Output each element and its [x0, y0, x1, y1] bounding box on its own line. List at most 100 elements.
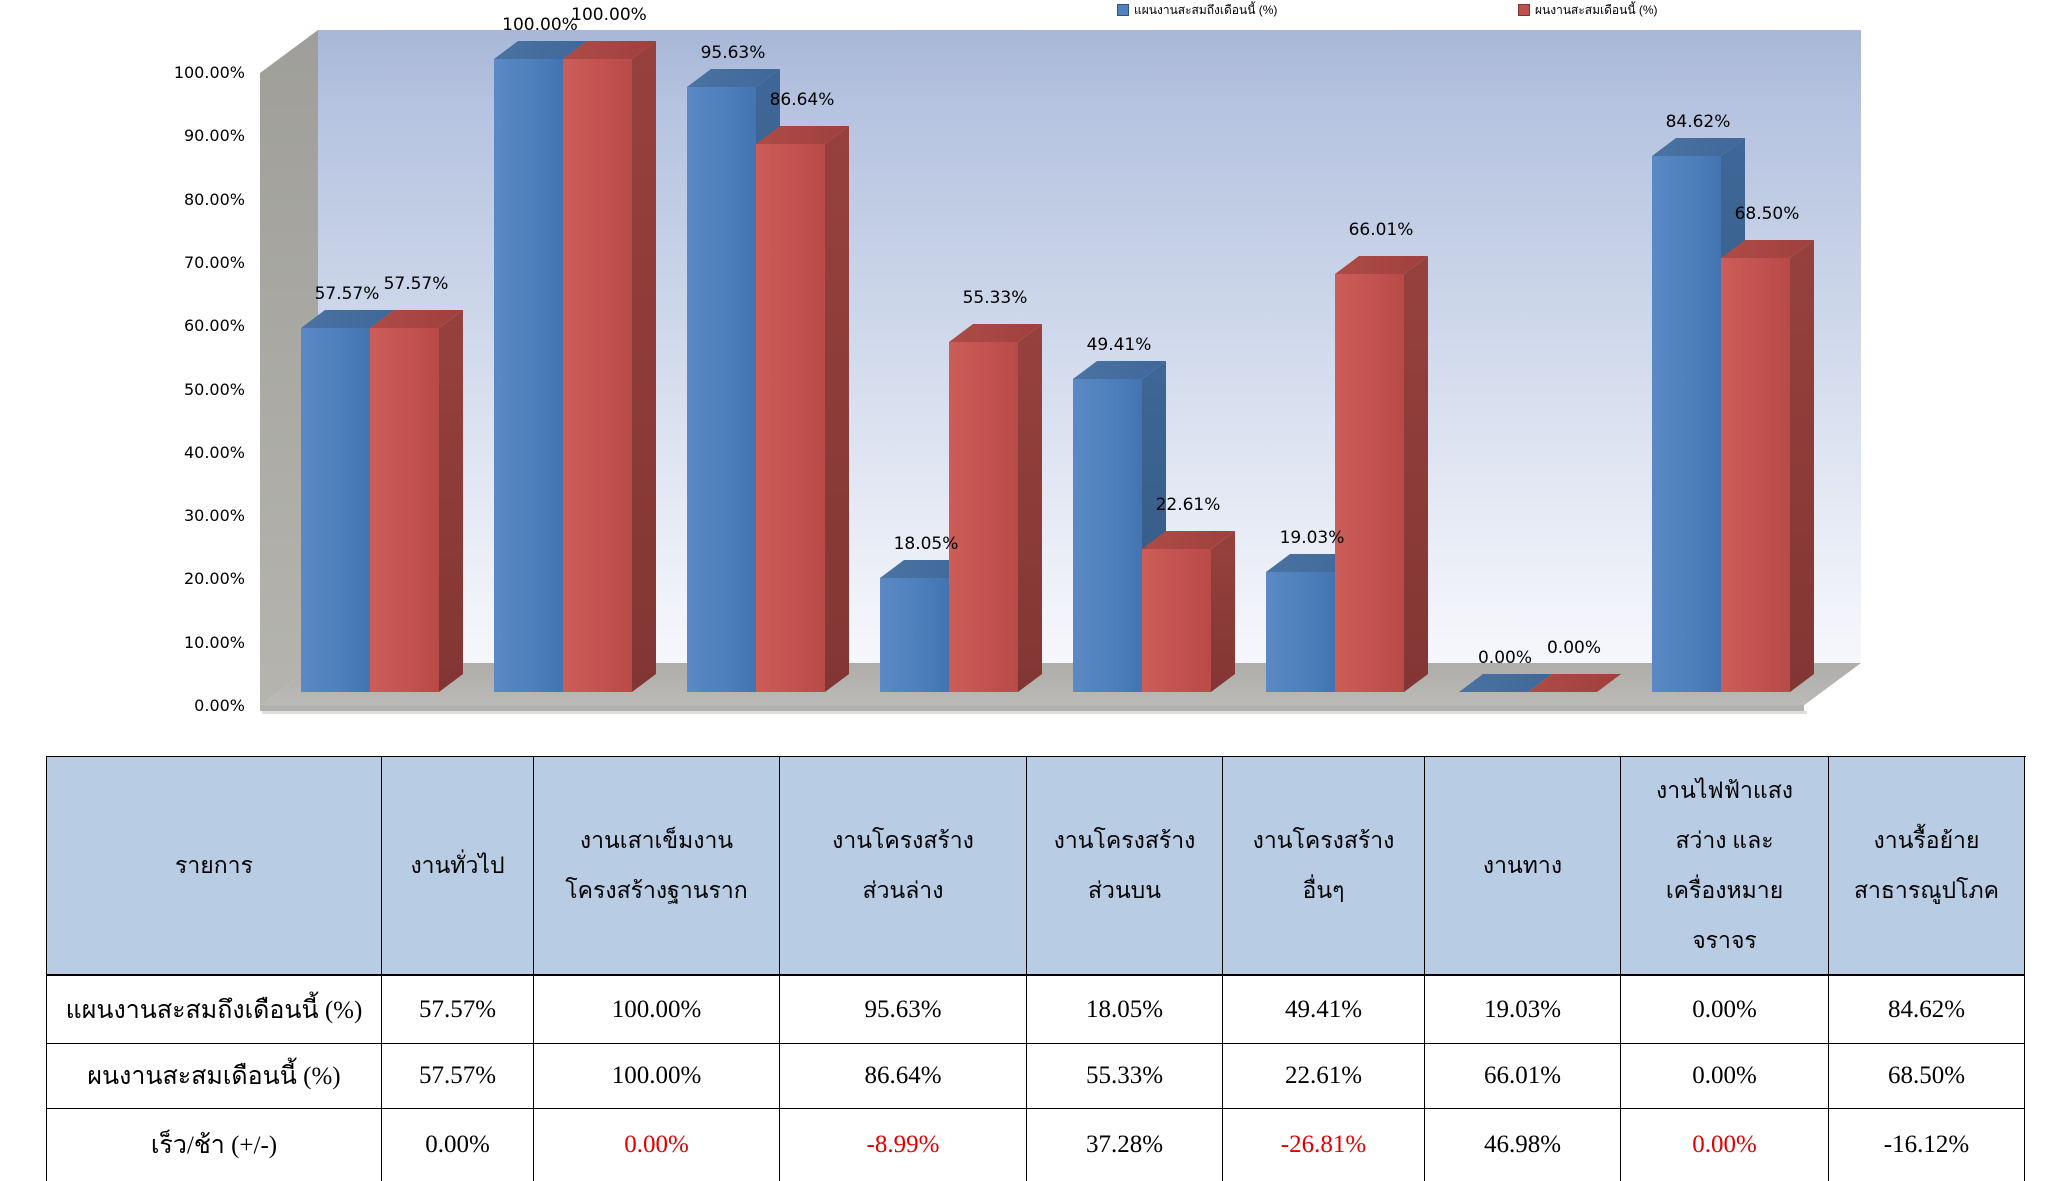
table-header-col-4: งานโครงสร้าง ส่วนบน [1027, 757, 1223, 976]
bar-front-face [756, 144, 825, 692]
legend-swatch-red-icon [1518, 4, 1530, 16]
table-value-r3-c8: -16.12% [1829, 1109, 2025, 1181]
y-axis-tick-label: 40.00% [183, 442, 245, 462]
bar-data-label: 57.57% [314, 284, 380, 304]
bar-data-label: 18.05% [893, 534, 959, 554]
bar-data-label: 55.33% [962, 288, 1028, 308]
bar-data-label: 86.64% [769, 90, 835, 110]
table-value-r1-c8: 84.62% [1829, 976, 2025, 1044]
bar-top-face [1721, 240, 1814, 258]
bar-front-face [1335, 274, 1404, 692]
bar-data-label: 100.00% [571, 5, 647, 25]
bar-side-face [1404, 256, 1428, 692]
bar-top-face [494, 41, 587, 59]
table-value-r3-c6: 46.98% [1425, 1109, 1621, 1181]
table-value-r3-c5: -26.81% [1223, 1109, 1425, 1181]
bar-front-face [1142, 549, 1211, 692]
y-axis-tick-label: 90.00% [183, 126, 245, 146]
bar-data-label: 22.61% [1155, 495, 1221, 515]
y-axis-tick-label: 60.00% [183, 316, 245, 336]
legend-label-actual: ผนงานสะสมเดือนนี้ (%) [1535, 2, 1658, 17]
table-value-r1-c3: 95.63% [780, 976, 1027, 1044]
bar-side-face [1018, 324, 1042, 692]
table-value-r1-c2: 100.00% [534, 976, 780, 1044]
table-row-label-1: แผนงานสะสมถึงเดือนนี้ (%) [47, 976, 382, 1044]
table-value-r1-c6: 19.03% [1425, 976, 1621, 1044]
table-value-r3-c1: 0.00% [382, 1109, 534, 1181]
bar-top-face [1459, 674, 1552, 692]
bar-front-face [1073, 379, 1142, 692]
bar-side-face [1211, 531, 1235, 692]
bar-top-face [301, 310, 394, 328]
bar-data-label: 84.62% [1665, 112, 1731, 132]
y-axis-tick-label: 10.00% [183, 632, 245, 652]
progress-table: รายการ งานทั่วไป งานเสาเข็มงาน โครงสร้างฐาน… [46, 756, 2026, 1181]
chart-floor-edge-highlight [262, 711, 1807, 714]
chart-floor-edge [260, 705, 1804, 711]
bar-data-label: 19.03% [1279, 528, 1345, 548]
table-header-col-3: งานโครงสร้าง ส่วนล่าง [780, 757, 1027, 976]
bar-top-face [687, 69, 780, 87]
legend-item-actual: ผนงานสะสมเดือนนี้ (%) [1518, 2, 1658, 18]
table-value-r2-c3: 86.64% [780, 1044, 1027, 1109]
bar-top-face [370, 310, 463, 328]
table-value-r3-c2: 0.00% [534, 1109, 780, 1181]
table-value-r1-c5: 49.41% [1223, 976, 1425, 1044]
bar-top-face [949, 324, 1042, 342]
bar-data-label: 0.00% [1546, 638, 1601, 658]
y-axis-tick-label: 50.00% [183, 379, 245, 399]
y-axis-tick-label: 80.00% [183, 189, 245, 209]
bar-top-face [1073, 361, 1166, 379]
bar-front-face [494, 59, 563, 692]
table-header-col-8: งานรื้อย้าย สาธารณูปโภค [1829, 757, 2025, 976]
bar-front-face [1721, 258, 1790, 692]
bar-data-label: 49.41% [1086, 335, 1152, 355]
bar-data-label: 66.01% [1348, 220, 1414, 240]
table-header-col-7: งานไฟฟ้าแสง สว่าง และ เครื่องหมาย จราจร [1621, 757, 1829, 976]
table-value-r1-c7: 0.00% [1621, 976, 1829, 1044]
bar-side-face [825, 126, 849, 692]
table-value-r2-c5: 22.61% [1223, 1044, 1425, 1109]
table-value-r3-c4: 37.28% [1027, 1109, 1223, 1181]
table-header-col-5: งานโครงสร้าง อื่นๆ [1223, 757, 1425, 976]
table-value-r1-c4: 18.05% [1027, 976, 1223, 1044]
table-header-items: รายการ [47, 757, 382, 976]
y-axis-tick-label: 70.00% [183, 252, 245, 272]
bar-front-face [563, 59, 632, 692]
table-header-col-1: งานทั่วไป [382, 757, 534, 976]
table-header-col-2: งานเสาเข็มงาน โครงสร้างฐานราก [534, 757, 780, 976]
bar-front-face [370, 328, 439, 692]
table-value-r2-c4: 55.33% [1027, 1044, 1223, 1109]
bar-top-face [1335, 256, 1428, 274]
y-axis-tick-label: 20.00% [183, 569, 245, 589]
legend-item-plan: แผนงานสะสมถึงเดือนนี้ (%) [1117, 2, 1277, 18]
bar-data-label: 68.50% [1734, 204, 1800, 224]
bar-front-face [949, 342, 1018, 692]
table-value-r2-c7: 0.00% [1621, 1044, 1829, 1109]
table-row-label-3: เร็ว/ช้า (+/-) [47, 1109, 382, 1181]
bar-top-face [756, 126, 849, 144]
bar-data-label: 95.63% [700, 43, 766, 63]
legend-label-plan: แผนงานสะสมถึงเดือนนี้ (%) [1134, 2, 1278, 17]
bar-data-label: 100.00% [502, 15, 578, 35]
table-value-r1-c1: 57.57% [382, 976, 534, 1044]
y-axis-tick-label: 100.00% [173, 63, 245, 82]
table-value-r2-c8: 68.50% [1829, 1044, 2025, 1109]
table-value-r2-c2: 100.00% [534, 1044, 780, 1109]
table-value-r2-c6: 66.01% [1425, 1044, 1621, 1109]
y-axis-tick-label: 0.00% [194, 696, 245, 715]
bar-side-face [1790, 240, 1814, 692]
bar-data-label: 57.57% [383, 274, 449, 294]
table-header-col-6: งานทาง [1425, 757, 1621, 976]
bar-side-face [632, 41, 656, 692]
bar-data-label: 0.00% [1477, 648, 1532, 668]
y-axis-tick-label: 30.00% [183, 506, 245, 526]
table-value-r2-c1: 57.57% [382, 1044, 534, 1109]
bar-top-face [1528, 674, 1621, 692]
bar-top-face [563, 41, 656, 59]
bar-top-face [1652, 138, 1745, 156]
bar-top-face [1142, 531, 1235, 549]
legend-swatch-blue-icon [1117, 4, 1129, 16]
bar-front-face [687, 87, 756, 692]
